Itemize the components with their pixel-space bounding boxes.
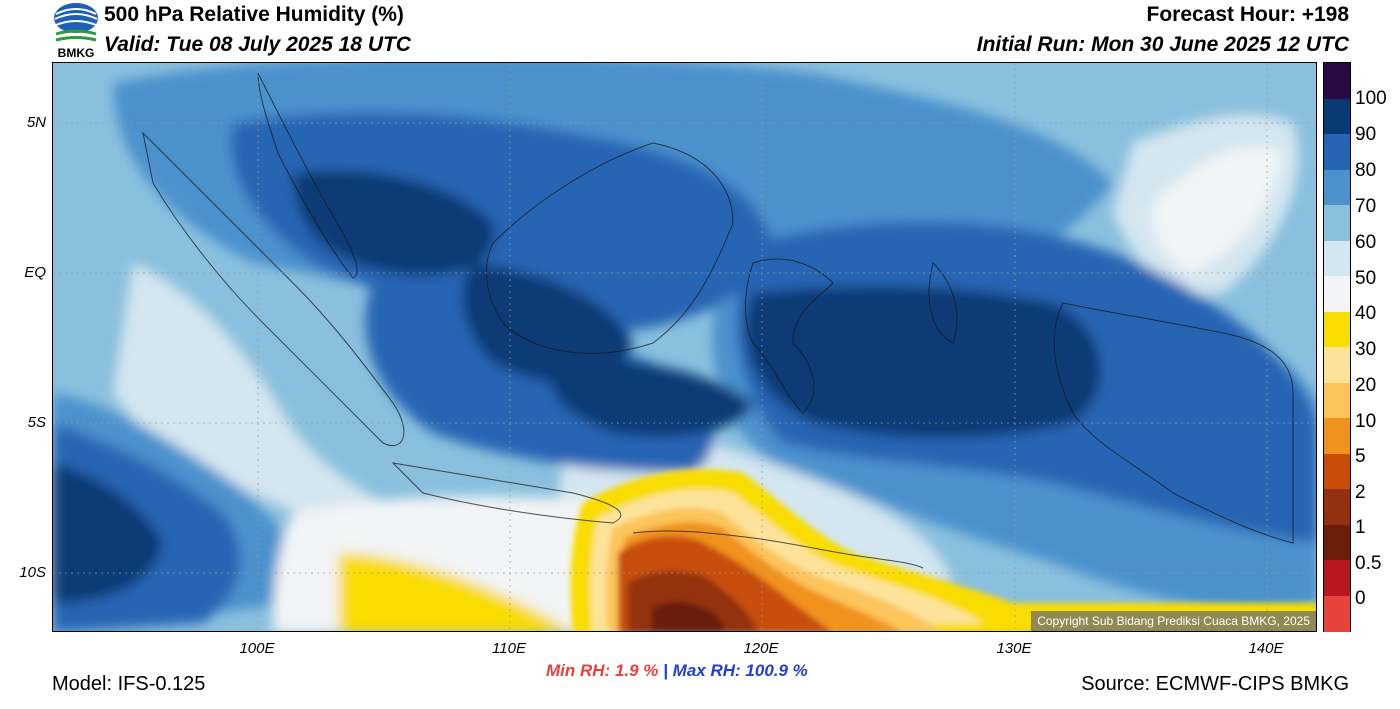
rh-stats: Min RH: 1.9 % | Max RH: 100.9 % [546,661,808,681]
lat-label-10s: 10S [19,564,46,581]
graticule [53,63,1316,631]
coastlines [142,72,1294,569]
malay-peninsula-coast [257,72,358,279]
lon-label-110e: 110E [492,640,526,657]
colorbar-label: 1 [1355,517,1366,538]
lon-label-140e: 140E [1248,640,1284,657]
colorbar-segment [1324,595,1350,632]
rh-1-dryzone [651,602,724,631]
colorbar-segment [1324,453,1350,490]
min-rh-value: 1.9 % [614,661,659,680]
colorbar-segment [1324,63,1350,99]
colorbar-label: 50 [1355,268,1377,289]
max-rh-label: Max RH: [672,661,741,680]
rh-60-west [113,263,383,533]
humidity-map: Copyright Sub Bidang Prediksi Cuaca BMKG… [52,62,1317,632]
colorbar-segment [1324,489,1350,525]
colorbar-segment [1324,98,1350,135]
max-rh-value: 100.9 % [745,661,808,680]
colorbar-label: 80 [1355,160,1377,181]
colorbar-label: 90 [1355,124,1377,145]
rh-100-eastband [550,360,753,437]
forecast-hour: Forecast Hour: +198 [1146,3,1350,26]
lat-label-eq: EQ [24,264,46,281]
copyright-notice: Copyright Sub Bidang Prediksi Cuaca BMKG… [1031,611,1316,631]
colorbar-label: 5 [1355,446,1366,467]
rh-50-northeast [1152,146,1283,273]
colorbar-segment [1324,524,1350,561]
sulawesi-coast [745,258,834,414]
lesser-sunda-coast [632,530,924,569]
colorbar-segment [1324,382,1350,419]
colorbar-label: 60 [1355,232,1377,253]
lon-label-100e: 100E [239,640,275,657]
colorbar-label: 70 [1355,196,1377,217]
bmkg-logo-icon: BMKG [54,3,98,60]
bmkg-logo: BMKG [50,0,102,60]
rh-100-southwest [53,463,163,603]
colorbar-label: 2 [1355,482,1366,503]
colorbar-segment [1324,418,1350,454]
colorbar-label: 30 [1355,339,1377,360]
colorbar-label: 0 [1355,588,1366,609]
sumatra-coast [142,131,405,446]
borneo-coast [485,142,734,354]
papua-coast [1053,302,1294,544]
initial-run: Initial Run: Mon 30 June 2025 12 UTC [976,33,1349,56]
colorbar-label: 0.5 [1355,553,1382,574]
colorbar-segment [1324,169,1350,206]
colorbar-segment [1324,311,1350,348]
java-coast [391,462,622,524]
colorbar-segment [1324,560,1350,596]
rh-100-northwest [293,170,495,276]
stats-separator: | [663,661,668,680]
lat-label-5n: 5N [26,114,46,131]
colorbar-label: 10 [1355,411,1377,432]
model-info: Model: IFS-0.125 [52,673,206,695]
colorbar-segment [1324,347,1350,383]
source-info: Source: ECMWF-CIPS BMKG [1081,673,1349,695]
min-rh-label: Min RH: [546,661,611,680]
lon-label-130e: 130E [996,640,1032,657]
colorbar [1323,62,1351,632]
valid-time: Valid: Tue 08 July 2025 18 UTC [104,33,411,56]
colorbar-segment [1324,240,1350,277]
humidity-field [53,63,1316,631]
colorbar-label: 40 [1355,303,1377,324]
colorbar-segment [1324,276,1350,312]
lon-label-120e: 120E [743,640,779,657]
map-title: 500 hPa Relative Humidity (%) [104,3,404,26]
colorbar-segment [1324,134,1350,170]
maluku-coast [928,262,958,344]
rh-100-east [745,286,1101,438]
logo-text: BMKG [58,46,95,60]
rh-90-north [231,112,774,333]
colorbar-segment [1324,205,1350,241]
colorbar-label: 100 [1355,88,1387,109]
colorbar-label: 20 [1355,375,1377,396]
lat-label-5s: 5S [27,414,46,431]
